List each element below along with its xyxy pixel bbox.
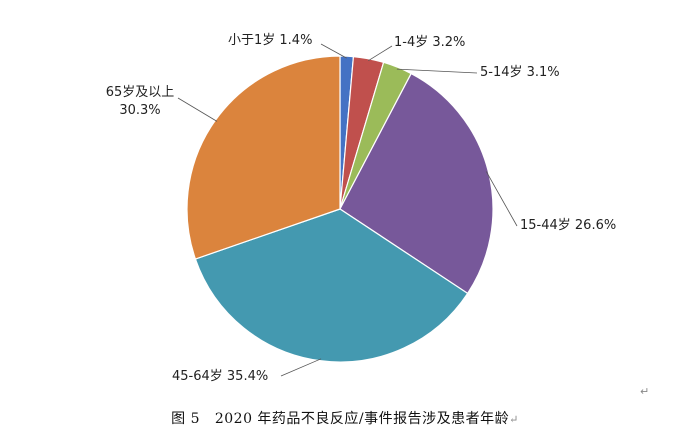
slice-value-label: 30.3% [119,103,160,118]
leader-line [368,45,393,62]
slice-label: 5-14岁 3.1% [480,65,560,80]
leader-line [485,171,518,227]
figure-caption-text: 2020 年药品不良反应/事件报告涉及患者年龄 [214,411,510,427]
slice-label: 1-4岁 3.2% [394,35,465,50]
leader-line [396,68,478,74]
figure-caption: 图 5 2020 年药品不良反应/事件报告涉及患者年龄↵ [0,408,690,428]
caption-end-mark: ↵ [509,413,519,426]
slice-label: 15-44岁 26.6% [520,218,616,233]
figure-number: 图 5 [171,411,200,427]
leader-line [177,97,218,122]
paragraph-mark: ↵ [640,385,650,398]
slice-label: 小于1岁 1.4% [228,33,312,48]
pie-slice [194,208,469,363]
slice-label: 65岁及以上 [106,85,175,100]
leader-line [320,43,347,59]
pie-slice [339,72,494,295]
leader-line [280,358,322,377]
slice-label: 45-64岁 35.4% [172,369,268,384]
